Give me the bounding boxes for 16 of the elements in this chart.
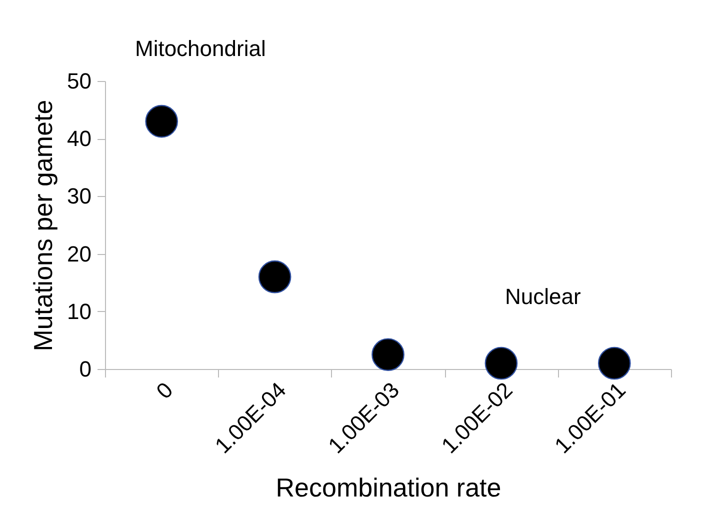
y-tick-label: 30 <box>67 184 92 209</box>
text: Mitochondrial <box>135 36 266 61</box>
point <box>598 346 631 380</box>
y-tick-label: 0 <box>79 356 92 382</box>
point <box>145 104 178 138</box>
y-tick-label: 40 <box>67 126 92 152</box>
point <box>484 346 518 380</box>
y-tick-label: 50 <box>67 68 92 94</box>
point <box>372 338 404 371</box>
x-axis-title: Recombination rate <box>276 472 502 502</box>
y-tick-label: 20 <box>67 241 92 266</box>
y-axis-title: Mutations per gamete <box>28 100 58 352</box>
annotation: Nuclear <box>505 284 581 309</box>
y-tick-label: 10 <box>67 298 92 324</box>
x-tick-label: 0 <box>151 377 178 404</box>
point <box>258 260 292 294</box>
